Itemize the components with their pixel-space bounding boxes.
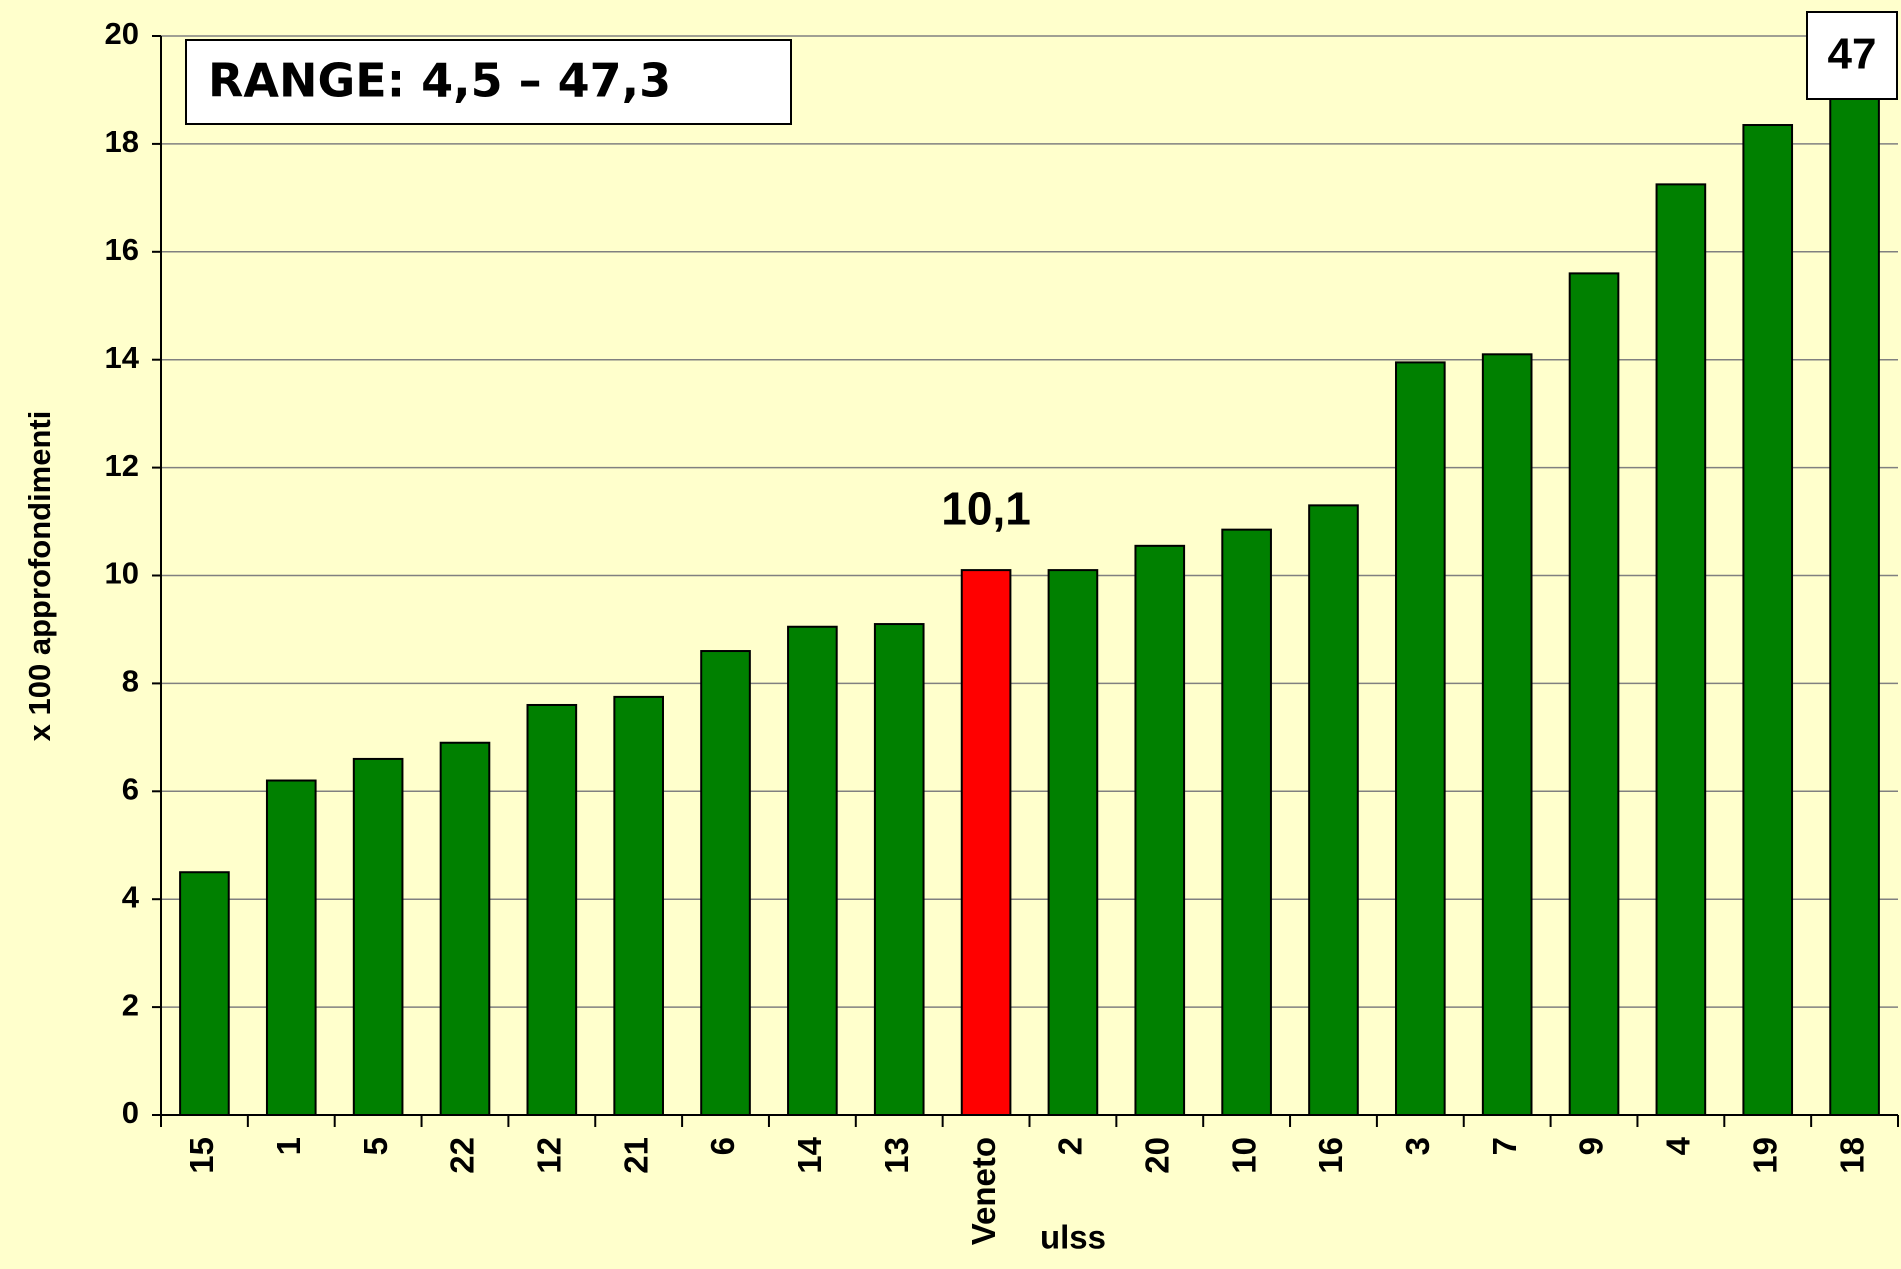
bar <box>1308 504 1359 1115</box>
bar <box>179 871 230 1115</box>
y-tick-label: 16 <box>105 232 139 267</box>
y-tick-label: 4 <box>122 879 140 914</box>
x-tick-label: 10 <box>1225 1137 1262 1174</box>
y-tick-label: 18 <box>105 124 139 159</box>
y-tick-label: 2 <box>122 987 139 1022</box>
bar <box>613 695 664 1115</box>
bar <box>1655 183 1707 1115</box>
bar <box>1395 361 1446 1115</box>
x-tick-label: 9 <box>1573 1137 1610 1155</box>
x-tick-label: 6 <box>704 1137 741 1155</box>
y-tick-label: 14 <box>105 340 140 375</box>
x-tick-label: 1 <box>270 1137 307 1155</box>
x-tick-label: 21 <box>617 1137 654 1174</box>
bar <box>1221 528 1272 1115</box>
x-tick-label: 22 <box>444 1137 481 1174</box>
y-tick-label: 8 <box>122 664 139 699</box>
bars <box>179 36 1880 1115</box>
x-tick-label: Veneto <box>965 1137 1002 1245</box>
value-label: 47 <box>1828 30 1877 79</box>
bar <box>1742 124 1794 1115</box>
bar <box>352 757 404 1115</box>
x-tick-label: 20 <box>1138 1137 1175 1174</box>
y-tick-label: 20 <box>105 16 139 51</box>
bar <box>873 623 925 1115</box>
y-tick-label: 10 <box>105 556 139 591</box>
bar <box>1829 36 1880 1115</box>
bar <box>1134 544 1186 1115</box>
bar <box>787 625 838 1115</box>
bar <box>439 741 491 1115</box>
annotation-box <box>185 39 792 125</box>
value-label: 10,1 <box>941 482 1031 534</box>
x-tick-label: 19 <box>1746 1137 1783 1174</box>
x-tick-label: 7 <box>1486 1137 1523 1155</box>
annotation: RANGE: 4,5 – 47,3 <box>208 54 671 108</box>
bar <box>1481 353 1533 1115</box>
bar <box>526 703 578 1115</box>
x-tick-label: 3 <box>1399 1137 1436 1155</box>
y-tick-label: 6 <box>122 771 139 806</box>
bar <box>1047 569 1099 1115</box>
x-tick-label: 15 <box>183 1137 220 1174</box>
x-tick-label: 16 <box>1312 1137 1349 1174</box>
bar <box>700 650 751 1115</box>
x-tick-label: 14 <box>791 1136 828 1173</box>
x-tick-label: 4 <box>1660 1136 1697 1155</box>
x-tick-label: 13 <box>878 1137 915 1174</box>
x-tick-label: 12 <box>531 1137 568 1174</box>
bar <box>1568 272 1620 1115</box>
value-label-box <box>1806 11 1898 100</box>
y-axis-title: x 100 approfondimenti <box>22 411 57 742</box>
y-tick-label: 0 <box>122 1095 139 1130</box>
y-tick-label: 12 <box>105 448 139 483</box>
bar <box>265 779 317 1115</box>
x-tick-label: 2 <box>1052 1137 1089 1155</box>
bar <box>960 569 1012 1115</box>
x-tick-label: 5 <box>357 1137 394 1155</box>
x-axis-title: ulss <box>1040 1219 1106 1256</box>
x-tick-label: 18 <box>1833 1137 1870 1174</box>
